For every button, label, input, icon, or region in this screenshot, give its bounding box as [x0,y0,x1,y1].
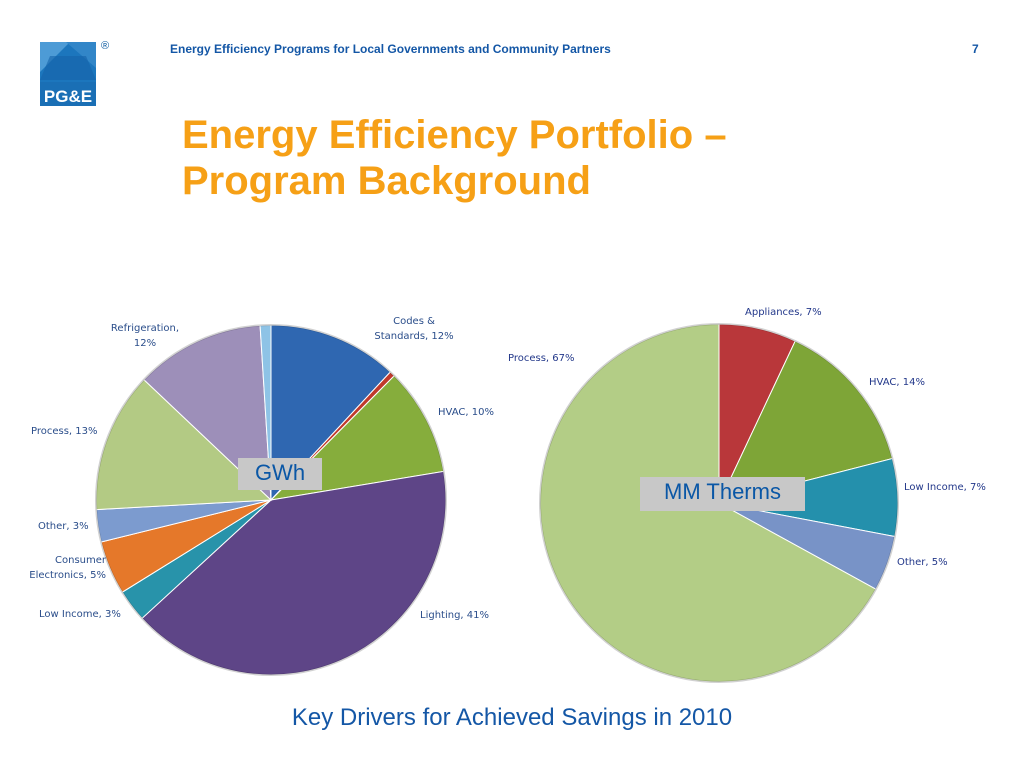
gwh-center-label: GWh [238,458,322,490]
therms-pie-outline [539,323,899,683]
gwh-slice-7 [95,378,273,511]
gwh-pie-outline [95,324,447,676]
therms-center-label: MM Therms [640,477,805,511]
gwh-slice-3 [141,470,447,676]
slide-title: Energy Efficiency Portfolio – Program Ba… [182,112,942,204]
page-number: 7 [972,42,979,56]
gwh-slice-9 [259,324,272,501]
header-title: Energy Efficiency Programs for Local Gov… [170,42,611,56]
therm-label-low-income: Low Income, 7% [904,482,986,493]
slide-title-line1: Energy Efficiency Portfolio – [182,113,727,157]
therm-label-hvac: HVAC, 14% [869,377,925,388]
gwh-label-low-income: Low Income, 3% [39,609,121,620]
therm-label-other: Other, 5% [897,557,948,568]
therm-label-process: Process, 67% [508,353,575,364]
gwh-label-other: Other, 3% [38,521,89,532]
slide-caption: Key Drivers for Achieved Savings in 2010 [291,704,733,731]
svg-text:PG&E: PG&E [44,87,92,106]
therms-slice-1 [718,340,893,504]
gwh-label-process: Process, 13% [31,426,98,437]
gwh-label-consumer-electronics: Consumer Electronics, 5% [29,555,106,581]
slide-title-line2: Program Background [182,159,591,203]
registered-mark: ® [101,40,110,52]
gwh-label-hvac: HVAC, 10% [438,407,494,418]
gwh-label-refrigeration: Refrigeration, 12% [110,323,180,349]
pge-logo: PG&E [40,42,96,106]
gwh-label-lighting: Lighting, 41% [420,610,490,621]
gwh-slice-0 [270,324,392,502]
therm-label-appliances: Appliances, 7% [745,307,822,318]
gwh-slice-8 [143,324,272,502]
gwh-label-codes-standards: Codes & Standards, 12% [374,316,454,342]
